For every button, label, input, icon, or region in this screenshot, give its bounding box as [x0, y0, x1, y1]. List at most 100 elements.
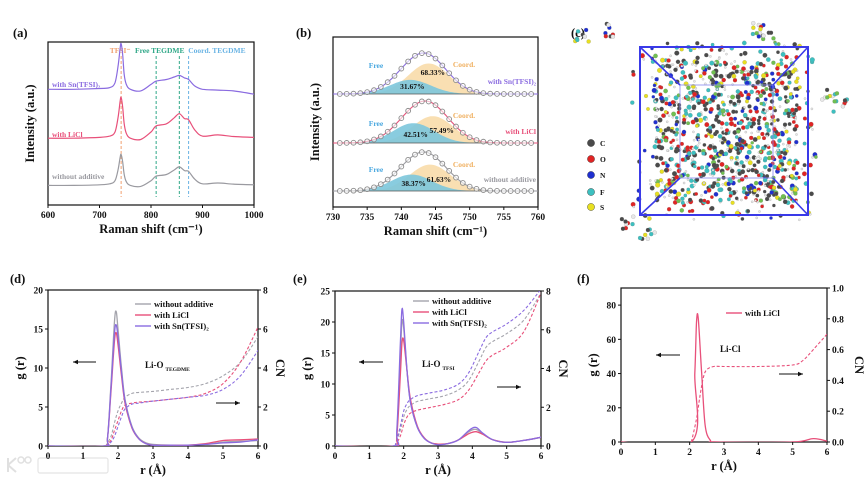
- atom: [756, 130, 759, 133]
- atom: [692, 138, 696, 142]
- atom: [776, 71, 781, 77]
- x-tick-label: 0: [619, 448, 624, 458]
- panel-label: (b): [296, 26, 311, 40]
- atom: [800, 167, 804, 171]
- atom: [670, 105, 673, 109]
- atom: [734, 141, 740, 147]
- gr-curve-1: [48, 331, 258, 446]
- y-tick-label: 0: [611, 439, 616, 449]
- atom: [742, 50, 748, 56]
- atom: [766, 151, 771, 156]
- atom: [658, 155, 664, 161]
- panel-label: (d): [10, 272, 25, 286]
- atom: [745, 117, 750, 121]
- data-point: [377, 181, 384, 188]
- atom: [744, 124, 750, 130]
- x-tick-label: 760: [531, 213, 546, 223]
- atom: [784, 54, 789, 60]
- atom: [774, 150, 778, 154]
- data-point: [473, 89, 480, 95]
- atom: [669, 140, 673, 144]
- atom: [683, 108, 688, 113]
- atom: [671, 171, 677, 177]
- data-point: [439, 62, 446, 69]
- atom: [747, 70, 750, 73]
- y2-tick-label: 1.0: [832, 285, 844, 295]
- atom: [747, 144, 752, 149]
- atom: [709, 107, 714, 112]
- atom: [831, 109, 836, 114]
- atom-legend-marker: [587, 171, 595, 179]
- atom: [652, 144, 658, 150]
- data-point: [398, 163, 405, 170]
- atom: [726, 148, 729, 151]
- x-tick-label: 600: [41, 211, 56, 221]
- atom: [680, 200, 685, 205]
- y2-tick-label: 0: [263, 443, 268, 453]
- gr-curve-0: [335, 318, 541, 446]
- atom: [746, 76, 750, 81]
- atom: [721, 77, 726, 83]
- atom: [708, 100, 712, 105]
- data-point: [507, 188, 514, 194]
- atom: [735, 94, 741, 100]
- y2-tick-label: 0: [546, 443, 551, 453]
- atom: [727, 186, 732, 192]
- atom: [777, 154, 783, 160]
- atom: [704, 63, 708, 67]
- atom: [742, 60, 747, 65]
- atom: [769, 198, 772, 201]
- atom: [619, 217, 624, 222]
- atom: [713, 192, 719, 197]
- atom: [786, 144, 789, 147]
- atom: [661, 161, 665, 166]
- atom: [779, 58, 784, 62]
- data-point: [528, 91, 535, 97]
- data-point: [514, 91, 521, 97]
- atom: [755, 216, 758, 220]
- atom: [776, 148, 780, 152]
- atom: [701, 77, 705, 81]
- atom: [778, 197, 782, 202]
- atom: [761, 145, 765, 150]
- atom: [760, 131, 765, 137]
- atom: [750, 131, 753, 135]
- atom: [724, 121, 729, 127]
- atom: [649, 182, 652, 186]
- atom: [749, 135, 754, 140]
- atom: [642, 58, 646, 61]
- atom: [714, 129, 719, 135]
- series-label: with LiCl: [505, 127, 536, 136]
- simulation-box-edge: [639, 46, 681, 86]
- atom: [756, 159, 761, 164]
- data-point: [507, 140, 514, 146]
- atom: [746, 95, 751, 101]
- atom: [735, 170, 739, 174]
- atom: [691, 97, 695, 101]
- atom: [731, 109, 736, 114]
- atom: [663, 110, 668, 114]
- data-point: [412, 52, 418, 59]
- atom: [755, 144, 760, 149]
- atom: [749, 89, 754, 95]
- watermark-logo: [7, 456, 109, 474]
- atom: [767, 168, 771, 172]
- atom: [753, 105, 759, 111]
- atom: [814, 155, 818, 159]
- atom: [691, 63, 694, 66]
- data-point: [343, 188, 350, 194]
- atom: [740, 109, 745, 113]
- x-axis-label: r (Å): [425, 463, 451, 477]
- atom: [704, 168, 710, 174]
- atom: [772, 203, 776, 208]
- atom: [652, 83, 657, 88]
- atom: [763, 184, 767, 187]
- free-label: Free: [369, 165, 384, 174]
- atom: [694, 192, 699, 196]
- atom: [730, 158, 733, 162]
- atom: [738, 70, 741, 73]
- simulation-box-outer: [639, 46, 809, 216]
- data-point: [412, 151, 418, 158]
- atom: [783, 64, 789, 69]
- atom: [697, 138, 701, 141]
